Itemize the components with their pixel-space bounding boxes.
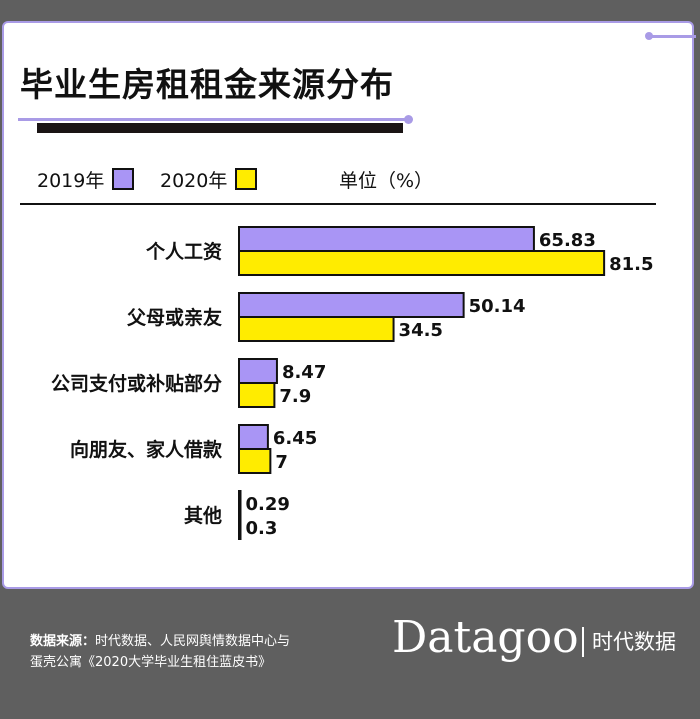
- corner-decoration: [650, 35, 696, 38]
- bar-2019: [238, 490, 242, 516]
- value-label: 34.5: [399, 320, 443, 341]
- title-accent-dot: [404, 115, 413, 124]
- legend-divider: [20, 203, 656, 205]
- legend-label-2019: 2019年: [37, 169, 105, 192]
- brand-logo: Datagoo: [392, 612, 579, 663]
- bar-2019: [238, 358, 278, 384]
- bar-2019: [238, 292, 465, 318]
- value-label: 0.29: [246, 494, 290, 515]
- bar-2020: [238, 250, 606, 276]
- category-label: 父母或亲友: [126, 306, 222, 329]
- legend-swatch-2020: [235, 168, 258, 190]
- bar-2019: [238, 424, 269, 450]
- category-label: 个人工资: [145, 240, 222, 263]
- bar-2019: [238, 226, 535, 252]
- corner-dot: [645, 32, 653, 40]
- value-label: 0.3: [246, 518, 278, 539]
- legend-label-2020: 2020年: [160, 169, 228, 192]
- value-label: 7: [275, 452, 288, 473]
- bar-2020: [238, 514, 242, 540]
- source-label: 数据来源：: [30, 634, 96, 649]
- legend-swatch-2019: [112, 168, 135, 190]
- source-note: 数据来源：时代数据、人民网舆情数据中心与 蛋壳公寓《2020大学毕业生租住蓝皮书…: [30, 631, 290, 673]
- brand-separator: [582, 627, 584, 657]
- value-label: 50.14: [469, 296, 526, 317]
- bar-2020: [238, 382, 276, 408]
- bar-2020: [238, 316, 395, 342]
- unit-label: 单位（%）: [339, 170, 434, 192]
- value-label: 65.83: [539, 230, 596, 251]
- brand-name-cn: 时代数据: [592, 630, 676, 654]
- bar-2020: [238, 448, 272, 474]
- chart-title: 毕业生房租租金来源分布: [20, 65, 394, 104]
- title-accent-line: [18, 118, 406, 121]
- legend-item-2020: 2020年: [160, 166, 258, 192]
- category-label: 公司支付或补贴部分: [51, 372, 222, 395]
- bar-chart: 个人工资 65.83 81.5 父母或亲友 50.14 34.5 公司支付或补贴部分 8.47…: [51, 226, 654, 540]
- source-line-2: 蛋壳公寓《2020大学毕业生租住蓝皮书》: [30, 655, 272, 670]
- value-label: 6.45: [273, 428, 317, 449]
- value-label: 7.9: [279, 386, 311, 407]
- category-label: 其他: [184, 504, 222, 527]
- value-label: 8.47: [282, 362, 326, 383]
- title-underline-bar: [37, 123, 403, 133]
- category-label: 向朋友、家人借款: [70, 438, 223, 461]
- legend-item-2019: 2019年: [37, 166, 135, 192]
- value-label: 81.5: [609, 254, 653, 275]
- source-line-1: 时代数据、人民网舆情数据中心与: [95, 634, 291, 649]
